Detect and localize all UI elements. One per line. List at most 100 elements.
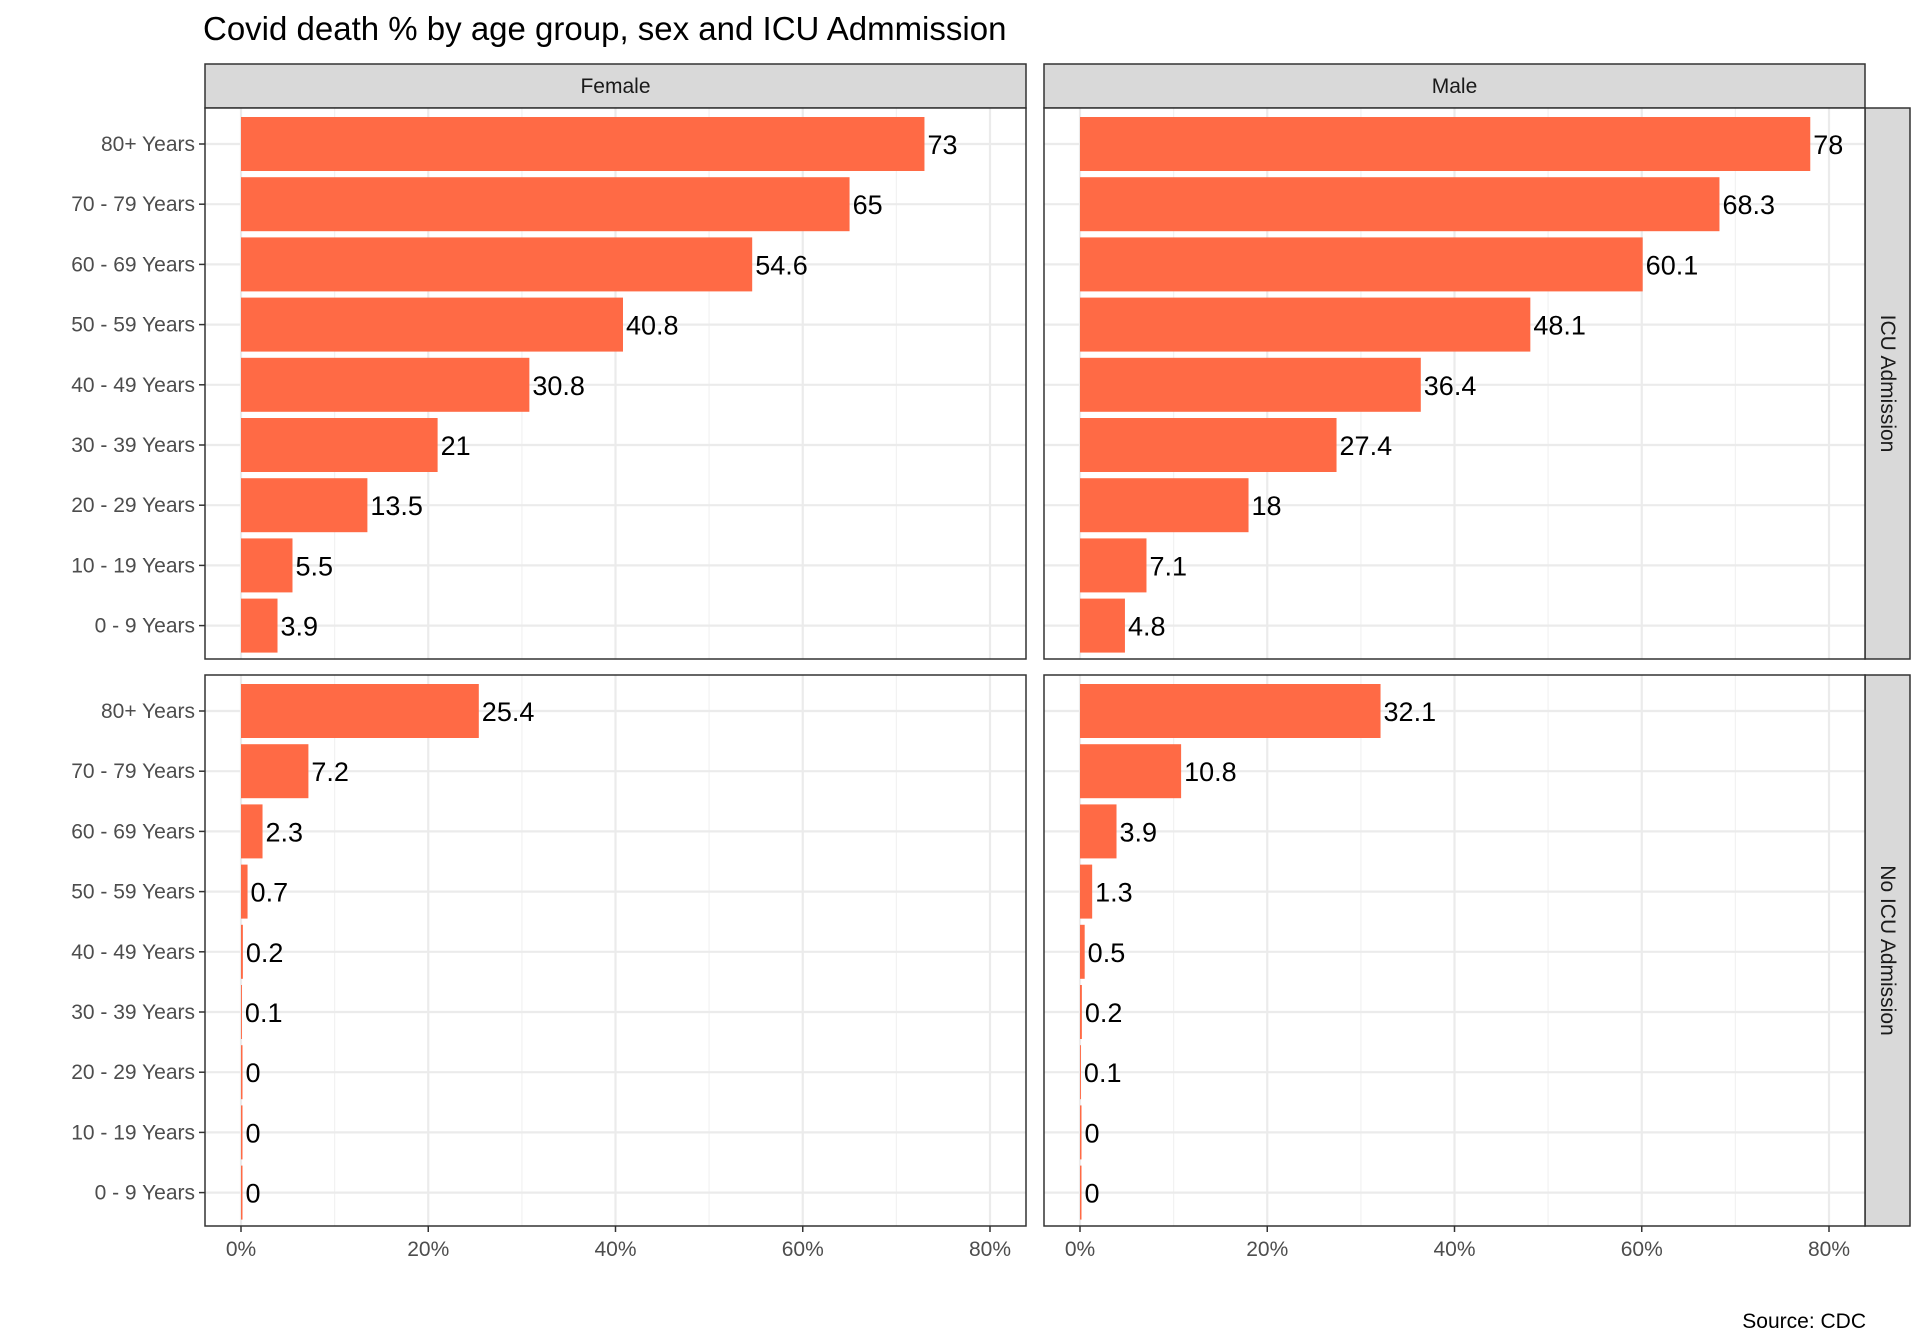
data-label: 7.2 <box>311 757 349 787</box>
facet-panel-female-no-icu-admission: 25.4 7.22.3 0.7 0.2 0.1 0 0 0 80+ Years 70 - 79 Y… <box>71 674 1027 1261</box>
x-tick-label: 60% <box>782 1238 824 1261</box>
y-tick-label: 30 - 39 Years <box>71 434 195 457</box>
data-label: 25.4 <box>482 697 535 727</box>
data-label: 0 <box>1085 1179 1100 1209</box>
facet-strip-icu-admission <box>1864 107 1911 660</box>
facet-strip-label: Male <box>1432 75 1478 98</box>
x-tick-label: 20% <box>407 1238 449 1261</box>
bar <box>1080 538 1147 593</box>
data-label: 0.1 <box>245 998 283 1028</box>
bar <box>241 598 278 653</box>
bar <box>1080 924 1085 979</box>
data-label: 10.8 <box>1184 757 1237 787</box>
data-label: 0.2 <box>246 938 284 968</box>
y-tick-label: 20 - 29 Years <box>71 1061 195 1084</box>
bar <box>1080 297 1531 352</box>
facet-panel-male-icu-admission: 78 68.3 60.1 48.1 36.4 27.4 18 7.1 4.8 <box>1043 107 1866 660</box>
data-label: 0 <box>1085 1118 1100 1148</box>
bar <box>241 357 530 412</box>
facet-strip-label: No ICU Admission <box>1876 865 1899 1035</box>
facet-strip-no-icu-admission <box>1864 674 1911 1227</box>
bar <box>1080 177 1720 232</box>
data-label: 60.1 <box>1646 250 1699 280</box>
data-label: 0 <box>246 1179 261 1209</box>
data-label: 0 <box>246 1118 261 1148</box>
x-tick-label: 40% <box>1433 1238 1475 1261</box>
facet-strip-label: ICU Admission <box>1876 315 1899 453</box>
data-label: 78 <box>1813 130 1843 160</box>
bar <box>1080 864 1093 919</box>
data-label: 40.8 <box>626 311 679 341</box>
bar <box>241 1045 243 1100</box>
data-label: 1.3 <box>1095 878 1133 908</box>
data-label: 36.4 <box>1424 371 1477 401</box>
bar <box>1080 1045 1081 1100</box>
data-label: 54.6 <box>755 250 808 280</box>
bar <box>241 985 242 1039</box>
bar <box>241 1165 243 1220</box>
bar <box>1080 117 1811 171</box>
y-tick-label: 0 - 9 Years <box>95 615 195 638</box>
data-label: 21 <box>441 431 471 461</box>
x-tick-label: 0% <box>1065 1238 1095 1261</box>
facet-panel-male-no-icu-admission: 32.1 10.8 3.9 1.3 0.5 0.2 0.1 0 0 0% 20% 40% 60% 80% <box>1043 674 1866 1261</box>
bar <box>1080 1165 1082 1220</box>
data-label: 0.2 <box>1085 998 1123 1028</box>
bar <box>1080 418 1337 472</box>
y-tick-label: 40 - 49 Years <box>71 374 195 397</box>
bar <box>1080 985 1082 1039</box>
chart-title: Covid death % by age group, sex and ICU … <box>203 10 1006 47</box>
data-label: 68.3 <box>1722 190 1775 220</box>
data-label: 3.9 <box>281 612 319 642</box>
data-label: 7.1 <box>1149 551 1187 581</box>
facet-strip-label: Female <box>580 75 650 98</box>
y-tick-label: 70 - 79 Years <box>71 193 195 216</box>
bar <box>1080 237 1643 292</box>
panel-border <box>204 107 1027 660</box>
y-tick-label: 10 - 19 Years <box>71 1121 195 1144</box>
y-tick-label: 20 - 29 Years <box>71 494 195 517</box>
bar <box>1080 684 1381 738</box>
x-tick-label: 40% <box>594 1238 636 1261</box>
bar <box>241 538 293 593</box>
x-tick-label: 80% <box>969 1238 1011 1261</box>
chart-caption: Source: CDC <box>1742 1310 1866 1333</box>
data-label: 0.5 <box>1088 938 1126 968</box>
data-label: 30.8 <box>532 371 585 401</box>
y-tick-label: 30 - 39 Years <box>71 1001 195 1024</box>
bar <box>241 684 479 738</box>
panel-border <box>1043 107 1866 660</box>
data-label: 18 <box>1252 491 1282 521</box>
bar <box>241 478 368 533</box>
data-label: 27.4 <box>1340 431 1393 461</box>
facet-strip-male <box>1043 63 1866 109</box>
bar <box>241 237 753 292</box>
y-tick-label: 50 - 59 Years <box>71 881 195 904</box>
facet-strip-female <box>204 63 1027 109</box>
facet-panels: Female Male ICU Admission No ICU Admission 7… <box>71 63 1911 1261</box>
y-tick-label: 60 - 69 Years <box>71 253 195 276</box>
x-tick-label: 0% <box>226 1238 256 1261</box>
bar <box>241 1105 243 1160</box>
bar <box>241 418 438 472</box>
data-label: 73 <box>927 130 957 160</box>
bar <box>1080 744 1182 799</box>
bar <box>241 804 263 859</box>
y-tick-label: 80+ Years <box>101 133 195 156</box>
y-tick-label: 70 - 79 Years <box>71 760 195 783</box>
facet-panel-female-icu-admission: 73 65 54.6 40.8 30.8 21 13.5 5.5 3.9 80+ Years 70 … <box>71 107 1027 660</box>
bar <box>241 864 248 919</box>
data-label: 48.1 <box>1533 311 1586 341</box>
bar <box>1080 357 1421 412</box>
bar <box>1080 804 1117 859</box>
bar <box>241 924 243 979</box>
data-label: 0 <box>246 1058 261 1088</box>
x-tick-label: 60% <box>1621 1238 1663 1261</box>
y-tick-label: 50 - 59 Years <box>71 314 195 337</box>
bar <box>1080 598 1125 653</box>
x-tick-label: 20% <box>1246 1238 1288 1261</box>
bar <box>241 297 623 352</box>
y-tick-label: 10 - 19 Years <box>71 554 195 577</box>
bar <box>241 117 925 171</box>
